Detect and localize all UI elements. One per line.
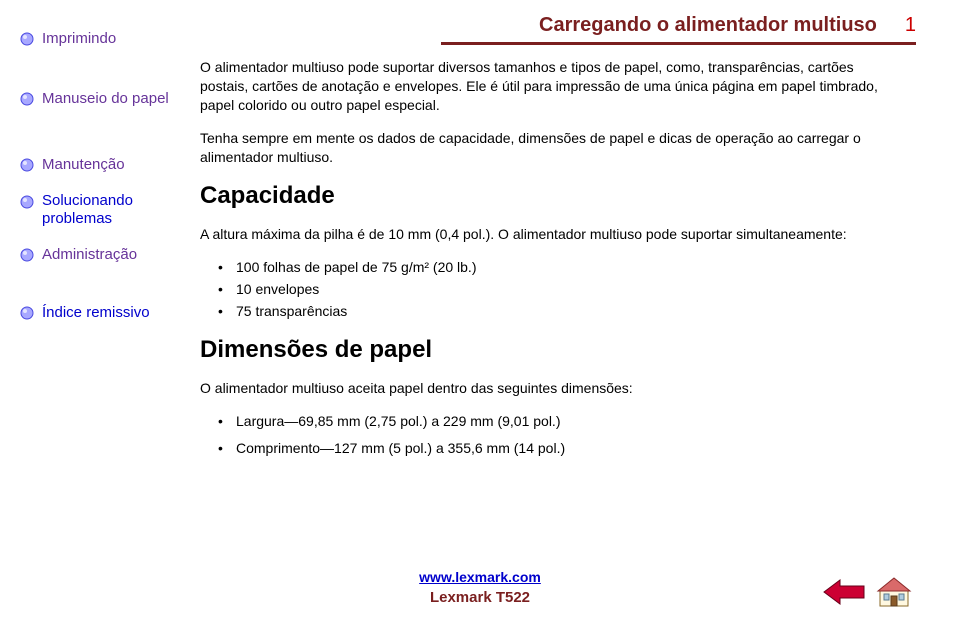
sidebar-item-imprimindo[interactable]: Imprimindo xyxy=(20,30,175,48)
intro-paragraph-2: Tenha sempre em mente os dados de capaci… xyxy=(200,129,900,167)
list-item: Largura—69,85 mm (2,75 pol.) a 229 mm (9… xyxy=(236,412,900,431)
home-icon[interactable] xyxy=(876,576,912,608)
sidebar-item-label: Imprimindo xyxy=(42,30,116,48)
list-item: 100 folhas de papel de 75 g/m² (20 lb.) xyxy=(236,258,900,277)
sidebar-nav: Imprimindo Manuseio do papel Manutenção … xyxy=(20,30,175,346)
bullet-icon xyxy=(20,306,34,320)
arrow-back-icon[interactable] xyxy=(822,578,866,606)
bullet-icon xyxy=(20,248,34,262)
page-title: Carregando o alimentador multiuso xyxy=(539,14,877,37)
sidebar-item-label: Manuseio do papel xyxy=(42,90,169,108)
list-item: 10 envelopes xyxy=(236,280,900,299)
bullet-icon xyxy=(20,158,34,172)
bullet-icon xyxy=(20,92,34,106)
bullet-icon xyxy=(20,195,34,209)
sidebar-item-indice[interactable]: Índice remissivo xyxy=(20,304,175,322)
footer-nav-icons xyxy=(822,576,912,608)
capacidade-list: 100 folhas de papel de 75 g/m² (20 lb.) … xyxy=(200,258,900,321)
page-number: 1 xyxy=(905,14,916,37)
sidebar-item-manutencao[interactable]: Manutenção xyxy=(20,156,175,174)
intro-paragraph-1: O alimentador multiuso pode suportar div… xyxy=(200,58,900,115)
list-item: 75 transparências xyxy=(236,302,900,321)
heading-dimensoes: Dimensões de papel xyxy=(200,334,900,366)
sidebar-item-label: Manutenção xyxy=(42,156,125,174)
main-content: O alimentador multiuso pode suportar div… xyxy=(200,58,900,471)
list-item: Comprimento—127 mm (5 pol.) a 355,6 mm (… xyxy=(236,439,900,458)
page-header: Carregando o alimentador multiuso 1 xyxy=(539,14,916,37)
sidebar-item-label: Índice remissivo xyxy=(42,304,150,322)
footer-brand: Lexmark T522 xyxy=(0,589,960,606)
capacidade-intro: A altura máxima da pilha é de 10 mm (0,4… xyxy=(200,225,900,244)
footer: www.lexmark.com Lexmark T522 xyxy=(0,569,960,606)
heading-capacidade: Capacidade xyxy=(200,180,900,212)
dimensoes-intro: O alimentador multiuso aceita papel dent… xyxy=(200,379,900,398)
dimensoes-list: Largura—69,85 mm (2,75 pol.) a 229 mm (9… xyxy=(200,412,900,458)
sidebar-item-label: Solucionando problemas xyxy=(42,192,175,228)
bullet-icon xyxy=(20,32,34,46)
sidebar-item-solucionando[interactable]: Solucionando problemas xyxy=(20,192,175,228)
sidebar-item-admin[interactable]: Administração xyxy=(20,246,175,264)
sidebar-item-label: Administração xyxy=(42,246,137,264)
sidebar-item-manuseio[interactable]: Manuseio do papel xyxy=(20,90,175,108)
footer-link[interactable]: www.lexmark.com xyxy=(419,569,541,585)
header-rule xyxy=(441,42,916,45)
